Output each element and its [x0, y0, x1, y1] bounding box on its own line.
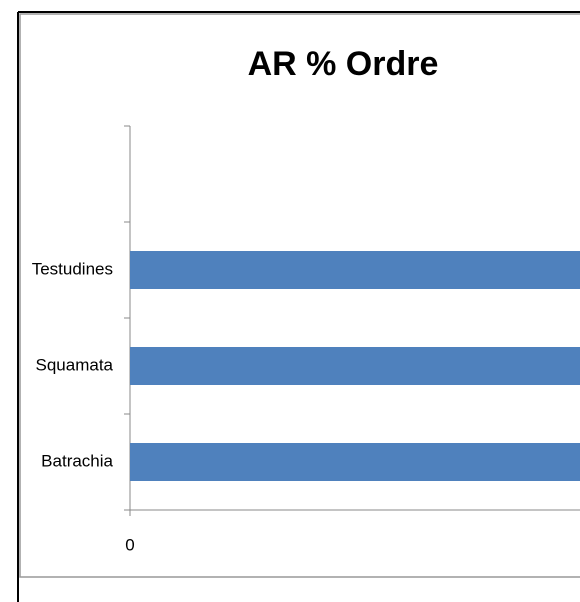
y-tick-label: Testudines	[32, 259, 113, 278]
chart-border	[19, 13, 580, 578]
y-tick-label: Squamata	[36, 355, 114, 374]
x-tick-label: 0	[125, 535, 134, 554]
bar	[130, 443, 580, 481]
chart-title: AR % Ordre	[248, 45, 439, 83]
y-tick-label: Batrachia	[41, 451, 113, 470]
bar	[130, 347, 580, 385]
bar	[130, 251, 580, 289]
